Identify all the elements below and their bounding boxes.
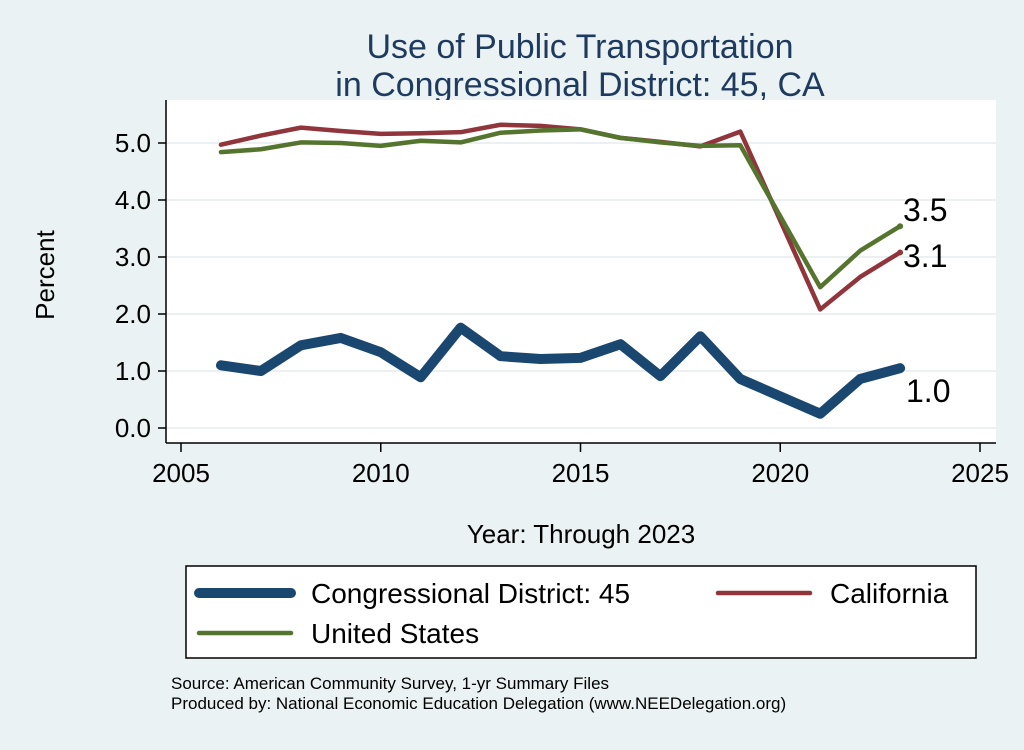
x-tick-label: 2025 [951,458,1009,488]
series-end-point-1 [897,249,904,256]
end-label-1: 3.1 [903,238,947,274]
legend-label-2: United States [311,618,479,649]
legend-box [185,565,977,659]
legend: Congressional District: 45 California Unit… [194,578,949,649]
legend-label-0: Congressional District: 45 [311,578,630,609]
y-tick-label: 3.0 [115,242,151,272]
y-tick-label: 1.0 [115,356,151,386]
x-tick-label: 2005 [152,458,210,488]
chart-title-line1: Use of Public Transportation [366,28,793,66]
series-line-2 [218,127,903,290]
end-label-0: 1.0 [906,373,950,409]
y-tick-label: 5.0 [115,128,151,158]
footer-source: Source: American Community Survey, 1-yr … [171,674,609,693]
end-labels: 1.0 3.1 3.5 [903,192,950,409]
x-tick-label: 2010 [352,458,410,488]
legend-label-1: California [830,578,949,609]
chart-title-line2: in Congressional District: 45, CA [335,66,825,104]
x-tick-label: 2015 [552,458,610,488]
x-axis-title: Year: Through 2023 [467,519,695,549]
footer-produced: Produced by: National Economic Education… [171,694,786,713]
y-tick-label: 2.0 [115,299,151,329]
series-end-point-0 [895,363,905,373]
y-tick-label: 0.0 [115,413,151,443]
y-axis-title: Percent [30,229,60,319]
y-tick-label: 4.0 [115,185,151,215]
y-axis-ticks: 0.0 1.0 2.0 3.0 4.0 5.0 [115,128,166,443]
series-lines [215,122,906,419]
series-end-point-2 [897,223,904,230]
x-axis-ticks: 2005 2010 2015 2020 2025 [152,443,1009,488]
end-label-2: 3.5 [903,192,947,228]
x-tick-label: 2020 [751,458,809,488]
series-line-0 [215,322,906,419]
